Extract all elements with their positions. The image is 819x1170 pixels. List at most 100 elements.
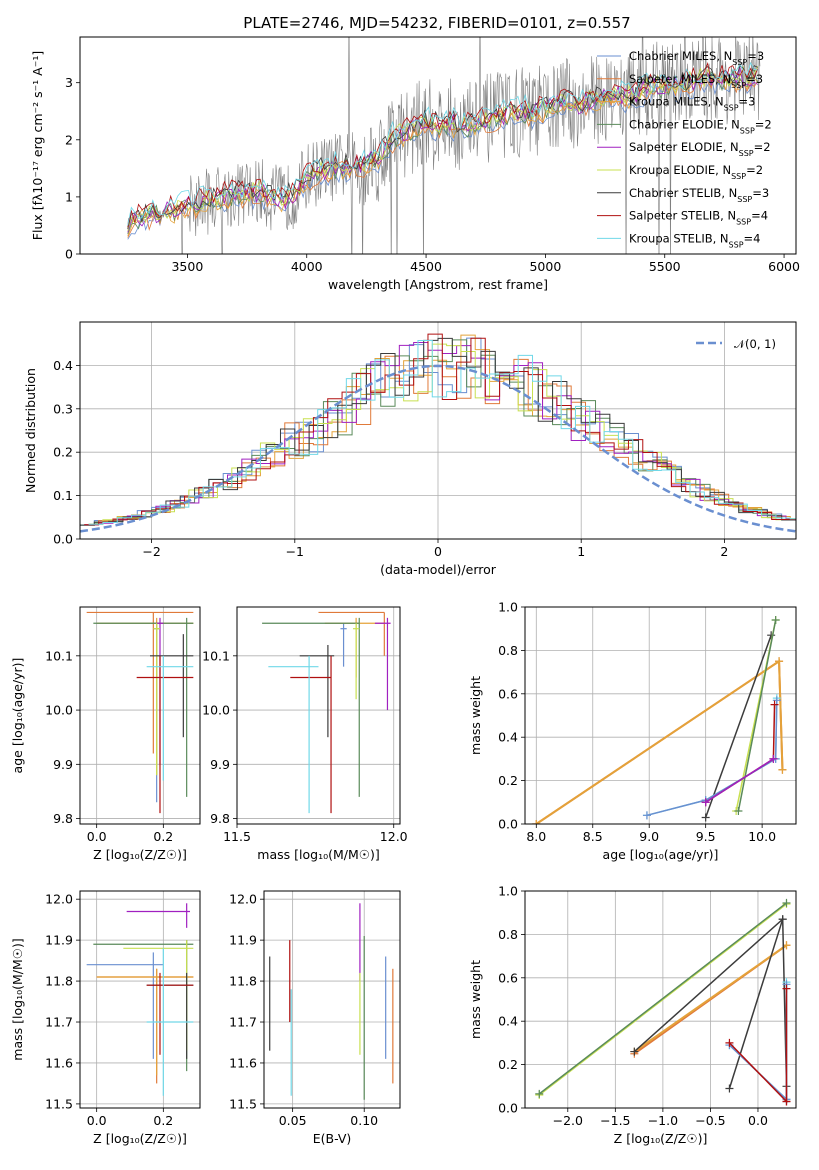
weight-marker [769, 754, 778, 763]
x-tick-label: 0.2 [153, 1113, 173, 1128]
model-fit-line [127, 69, 759, 235]
y-axis-label: mass [log₁₀(M/M☉)] [10, 938, 25, 1060]
axes-frame [524, 890, 797, 1109]
y-tick-label: 0.8 [498, 927, 518, 942]
x-tick-label: 8.0 [526, 829, 546, 844]
residual-histogram [88, 339, 796, 525]
legend-label: 𝒩(0, 1) [734, 337, 776, 351]
weight-marker [778, 915, 787, 924]
legend-nssp: =3 [746, 72, 763, 86]
legend-nssp: =3 [747, 49, 764, 63]
plot-area [80, 333, 796, 533]
x-tick-label: −1.5 [600, 1113, 630, 1128]
legend-label: Kroupa STELIB, NSSP=4 [629, 231, 760, 249]
x-axis-label: mass [log₁₀(M/M☉)] [257, 847, 379, 862]
legend-nssp-sub: SSP [729, 240, 744, 249]
legend-nssp-sub: SSP [732, 58, 747, 67]
legend-nssp-prefix: , N [716, 49, 732, 63]
x-tick-label: −0.5 [695, 1113, 725, 1128]
plot-area [262, 611, 391, 814]
weight-line [728, 918, 784, 1089]
x-axis-label: E(B-V) [313, 1131, 352, 1146]
y-axis-label: Flux [fλ10⁻¹⁷ erg cm⁻² s⁻¹ A⁻¹] [30, 51, 45, 240]
legend-nssp: =4 [744, 231, 761, 245]
legend-nssp-prefix: , N [720, 209, 736, 223]
x-axis-label: age [log₁₀(age/yr)] [603, 847, 719, 862]
normal-curve [80, 364, 796, 533]
legend-model: Chabrier ELODIE [629, 117, 724, 131]
legend-model: Salpeter ELODIE [629, 140, 723, 154]
weight-marker [725, 1038, 734, 1047]
plot-area [532, 616, 787, 824]
legend-nssp-sub: SSP [731, 80, 746, 89]
legend-nssp-sub: SSP [740, 126, 755, 135]
plot-area [86, 903, 194, 1096]
y-tick-label: 0.1 [53, 488, 73, 503]
chart-5: 0.0 0.2 11.5 11.6 11.7 11.8 11.9 12.0 Z [log₁₀(Z… [10, 890, 201, 1146]
y-tick-label: 0.3 [53, 401, 73, 416]
gridlines [264, 891, 400, 1108]
legend-nssp-sub: SSP [724, 103, 739, 112]
axes-frame [79, 321, 797, 540]
y-tick-label: 9.8 [53, 811, 73, 826]
x-tick-label: 1 [577, 544, 585, 559]
x-tick-label: 8.5 [583, 829, 603, 844]
legend-nssp-sub: SSP [737, 194, 752, 203]
weight-marker [630, 1047, 639, 1056]
y-tick-label: 11.8 [229, 974, 257, 989]
x-tick-label: 6000 [768, 259, 800, 274]
chart-2: 0.0 0.2 9.8 9.9 10.0 10.1 Z [log₁₀(Z/Z☉)] age [… [10, 606, 201, 862]
y-tick-label: 0.2 [498, 773, 518, 788]
x-tick-label: 9.5 [696, 829, 716, 844]
residual-histogram [84, 333, 796, 526]
weight-marker [734, 806, 743, 815]
legend-model: Kroupa MILES [629, 95, 708, 109]
legend-label: Salpeter MILES, NSSP=3 [629, 72, 763, 90]
y-tick-label: 9.9 [53, 757, 73, 772]
figure-title: PLATE=2746, MJD=54232, FIBERID=0101, z=0… [243, 14, 630, 32]
x-axis-label: Z [log₁₀(Z/Z☉)] [93, 1131, 187, 1146]
plot-area [269, 903, 394, 1100]
axes-frame [236, 606, 401, 825]
axes-frame [524, 606, 797, 825]
legend-nssp-prefix: , N [713, 231, 729, 245]
axes-frame [79, 890, 201, 1109]
gridlines [236, 607, 400, 824]
legend-nssp-sub: SSP [731, 172, 746, 181]
legend-model: Salpeter MILES [629, 72, 715, 86]
weight-marker [772, 696, 781, 705]
gridlines [80, 607, 200, 824]
y-tick-label: 0.6 [498, 686, 518, 701]
legend: 𝒩(0, 1) [696, 337, 776, 351]
chart-3: 11.5 12.0 9.8 9.9 10.0 10.1 mass [log₁₀(M/M☉)] [202, 606, 408, 862]
legend-nssp-sub: SSP [739, 149, 754, 158]
plot-area [127, 37, 761, 254]
legend-model: Kroupa ELODIE [629, 163, 715, 177]
y-tick-label: 11.5 [45, 1096, 73, 1111]
legend-nssp-prefix: , N [715, 163, 731, 177]
weight-marker [535, 1089, 544, 1098]
weight-line [538, 902, 787, 1095]
weight-marker [770, 700, 779, 709]
weight-marker [771, 616, 780, 625]
y-tick-label: 0.0 [53, 532, 73, 547]
chart-7: −2.0 −1.5 −1.0 −0.5 0.0 0.0 0.2 0.4 0.6 0.8 1.0 Z [… [468, 884, 797, 1146]
legend-nssp: =3 [752, 186, 769, 200]
x-tick-label: 0.0 [87, 1113, 107, 1128]
chart-4: 8.0 8.5 9.0 9.5 10.0 0.0 0.2 0.4 0.6 0.8 1.0 age [l… [468, 600, 797, 862]
y-tick-label: 0.0 [498, 1101, 518, 1116]
legend-nssp-prefix: , N [721, 186, 737, 200]
legend-label: Chabrier STELIB, NSSP=3 [629, 186, 769, 204]
x-tick-label: 0.0 [748, 1113, 768, 1128]
axes-frame [79, 606, 201, 825]
y-axis-label: mass weight [468, 960, 483, 1039]
y-tick-label: 1.0 [498, 600, 518, 615]
legend-model: Salpeter STELIB [629, 209, 720, 223]
axes-frame [263, 890, 401, 1109]
legend-nssp-prefix: , N [724, 117, 740, 131]
x-tick-label: 4500 [410, 259, 442, 274]
y-tick-label: 1 [65, 189, 73, 204]
y-tick-label: 11.9 [229, 933, 257, 948]
y-tick-label: 0.4 [53, 358, 73, 373]
